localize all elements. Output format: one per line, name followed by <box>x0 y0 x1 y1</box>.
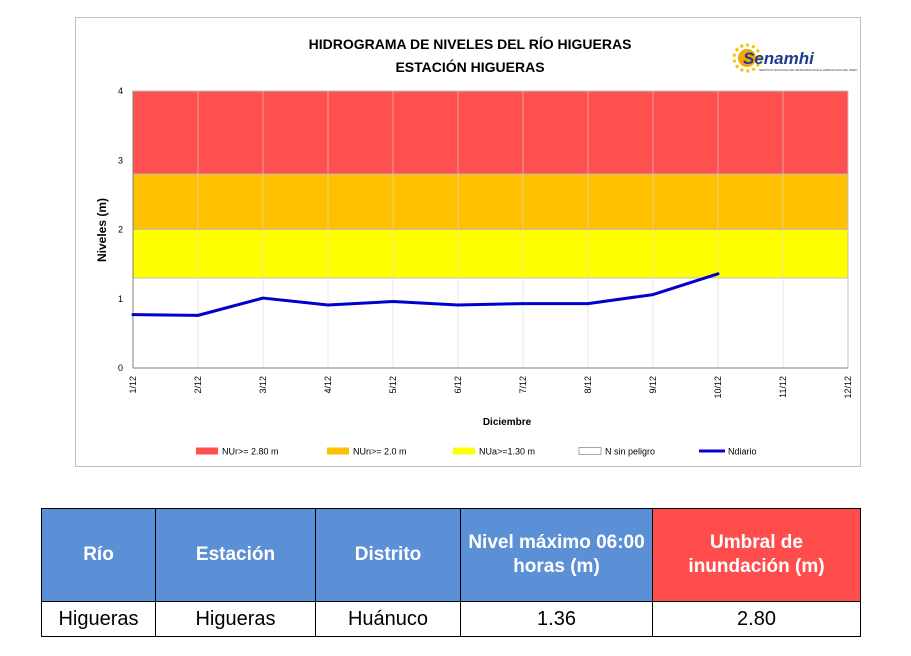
logo-subtext: SERVICIO NACIONAL DE METEOROLOGÍA E HIDR… <box>759 67 857 72</box>
data-point <box>586 302 590 305</box>
x-tick-label: 3/12 <box>258 376 268 394</box>
data-point <box>521 302 525 305</box>
table-header-row: Río Estación Distrito Nivel máximo 06:00… <box>41 508 861 602</box>
y-tick-label: 1 <box>118 294 123 304</box>
header-rio: Río <box>41 508 156 602</box>
series-line-Ndiario <box>131 272 720 317</box>
y-tick-label: 4 <box>118 86 123 96</box>
x-tick-label: 4/12 <box>323 376 333 394</box>
table-row: Higueras Higueras Huánuco 1.36 2.80 <box>41 601 861 637</box>
header-umbral-inundacion: Umbral de inundación (m) <box>652 508 861 602</box>
legend-swatch-1 <box>327 447 349 455</box>
y-axis-label: Niveles (m) <box>95 198 109 262</box>
threshold-band-3 <box>133 91 848 175</box>
x-tick-label: 1/12 <box>128 376 138 394</box>
chart-legend: NUr>= 2.80 m NUn>= 2.0 m NUa>=1.30 m N sin … <box>196 447 757 457</box>
logo-text: Senamhi <box>743 49 815 68</box>
threshold-band-1 <box>133 229 848 278</box>
data-point <box>716 272 720 276</box>
legend-label-1: NUn>= 2.0 m <box>353 447 407 457</box>
chart-title-line1: HIDROGRAMA DE NIVELES DEL RÍO HIGUERAS <box>309 36 632 52</box>
x-tick-label: 9/12 <box>648 376 658 394</box>
y-tick-label: 2 <box>118 225 123 235</box>
legend-label-4: Ndiario <box>728 447 757 457</box>
legend-swatch-0 <box>196 447 218 455</box>
data-point <box>391 300 395 303</box>
data-point <box>456 303 460 307</box>
data-point <box>261 296 265 300</box>
x-tick-label: 2/12 <box>193 376 203 394</box>
threshold-band-0 <box>133 277 848 368</box>
cell-rio: Higueras <box>41 601 156 637</box>
x-tick-label: 10/12 <box>713 376 723 399</box>
sun-icon <box>732 43 762 73</box>
legend-label-2: NUa>=1.30 m <box>479 447 535 457</box>
x-tick-label: 6/12 <box>453 376 463 394</box>
cell-distrito: Huánuco <box>315 601 461 637</box>
x-tick-label: 12/12 <box>843 376 853 399</box>
y-tick-label: 3 <box>118 155 123 165</box>
chart-title-line2: ESTACIÓN HIGUERAS <box>395 58 544 75</box>
senamhi-logo: Senamhi SERVICIO NACIONAL DE METEOROLOGÍ… <box>732 43 857 73</box>
x-tick-label: 7/12 <box>518 376 528 394</box>
header-estacion: Estación <box>155 508 316 602</box>
legend-swatch-2 <box>453 447 475 455</box>
data-point <box>196 314 200 317</box>
cell-nivel-maximo: 1.36 <box>460 601 653 637</box>
data-point <box>326 303 330 307</box>
y-tick-label: 0 <box>118 363 123 373</box>
cell-umbral-inundacion: 2.80 <box>652 601 861 637</box>
legend-label-0: NUr>= 2.80 m <box>222 447 279 457</box>
threshold-band-2 <box>133 174 848 230</box>
legend-swatch-3 <box>578 447 602 455</box>
cell-estacion: Higueras <box>155 601 316 637</box>
x-tick-label: 8/12 <box>583 376 593 394</box>
data-point <box>131 313 135 316</box>
hydrograph-chart: HIDROGRAMA DE NIVELES DEL RÍO HIGUERAS E… <box>75 17 861 467</box>
summary-table: Río Estación Distrito Nivel máximo 06:00… <box>41 508 861 637</box>
plot-area: 0 1 2 3 4 1/12 2/12 3/12 4/12 5/12 6/12 7/12 8/12 9/1… <box>118 86 853 399</box>
legend-label-3: N sin peligro <box>605 447 655 457</box>
x-tick-label: 5/12 <box>388 376 398 394</box>
chart-svg: HIDROGRAMA DE NIVELES DEL RÍO HIGUERAS E… <box>95 36 857 457</box>
x-tick-label: 11/12 <box>778 376 788 398</box>
header-distrito: Distrito <box>315 508 461 602</box>
x-axis-label: Diciembre <box>483 417 532 428</box>
header-nivel-maximo: Nivel máximo 06:00 horas (m) <box>460 508 653 602</box>
data-point <box>651 293 655 296</box>
